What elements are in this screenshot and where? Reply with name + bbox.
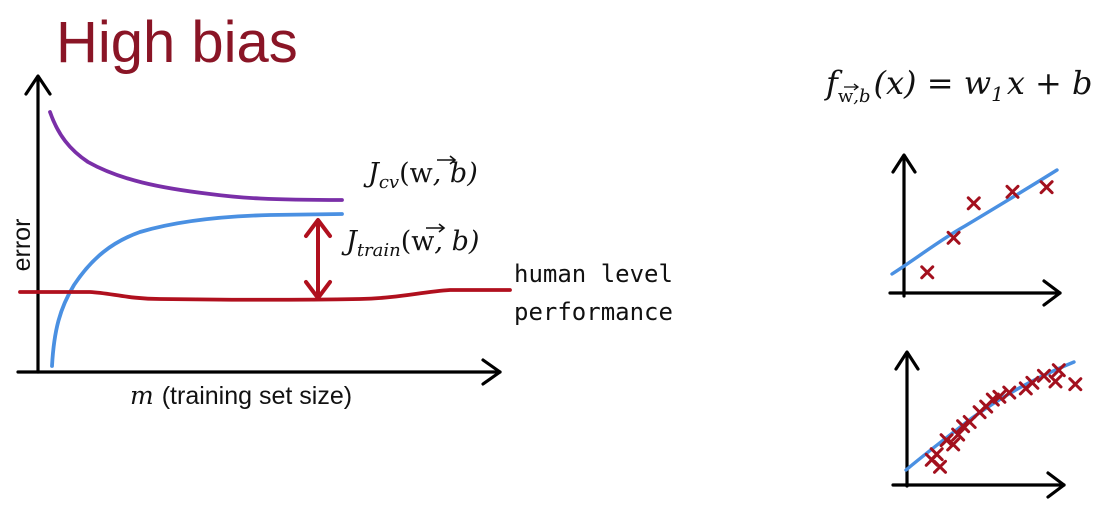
large-plot-data-point xyxy=(1051,363,1066,378)
large-plot-data-point xyxy=(1025,375,1040,390)
large-plot-data-point xyxy=(951,427,966,442)
slide-title: High bias xyxy=(56,10,298,75)
large-plot-data-point xyxy=(1036,368,1051,383)
small-plot-data-point xyxy=(1005,184,1020,199)
large-plot-data-point xyxy=(992,389,1007,404)
x-axis-arrowhead xyxy=(481,358,502,386)
small-plot-data-point xyxy=(1039,180,1054,195)
x-axis-label: (training set size) xyxy=(162,382,352,410)
large-plot-data-point xyxy=(933,459,947,474)
large-plot-data-point xyxy=(1002,385,1017,400)
svg-text:Jcv(w, b): Jcv(w, b) xyxy=(363,158,478,193)
svg-text:fw,b(x) = w1x + b: fw,b(x) = w1x + b xyxy=(824,64,1093,107)
train-vector-arrow xyxy=(426,223,446,233)
train-w-vector: w xyxy=(411,226,434,257)
svg-text:Jtrain(w, b): Jtrain(w, b) xyxy=(341,226,479,261)
human-level-label-line1: human level xyxy=(514,260,673,288)
train-curve-label: Jtrain(w, b) xyxy=(341,223,479,261)
cv-w-vector: w xyxy=(410,158,433,189)
large-plot-data-point xyxy=(1068,377,1083,392)
small-plot-y-arrowhead xyxy=(891,153,917,174)
gap-arrow-bottom-head xyxy=(304,280,332,300)
small-plot-data-point xyxy=(966,196,981,211)
large-plot-data-point xyxy=(946,437,961,452)
formula-vector-arrow xyxy=(844,83,860,91)
x-axis-label-group: m (training set size) xyxy=(130,381,352,410)
y-axis-label: error xyxy=(8,219,36,272)
train-error-curve xyxy=(50,212,344,368)
small-plot-data-point xyxy=(946,230,961,245)
large-plot-data-point xyxy=(956,419,971,434)
scatter-plot-small xyxy=(888,153,1062,307)
small-plot-data-point xyxy=(920,265,935,280)
large-plot-data-point xyxy=(929,447,944,462)
human-level-line xyxy=(18,288,512,302)
cv-vector-arrow xyxy=(437,155,457,165)
human-level-label-line2: performance xyxy=(514,298,673,326)
large-plot-fit-line xyxy=(904,360,1076,472)
large-plot-y-arrowhead xyxy=(894,350,920,371)
cv-curve-label: Jcv(w, b) xyxy=(363,155,478,193)
learning-curve-chart: error m (training set size) Jcv(w, b) Jtr… xyxy=(8,74,673,410)
model-formula: fw,b(x) = w1x + b xyxy=(824,64,1093,107)
small-plot-x-arrowhead xyxy=(1042,279,1062,307)
large-plot-x-arrowhead xyxy=(1046,471,1066,499)
cv-error-curve xyxy=(48,110,344,202)
scatter-plot-large xyxy=(891,350,1083,499)
gap-arrow-top-head xyxy=(304,218,332,238)
small-plot-fit-line xyxy=(890,168,1059,276)
large-plot-data-point xyxy=(939,433,954,448)
x-axis-variable: m xyxy=(130,381,154,410)
y-axis-arrowhead xyxy=(24,74,52,96)
large-plot-data-point xyxy=(1048,374,1063,389)
